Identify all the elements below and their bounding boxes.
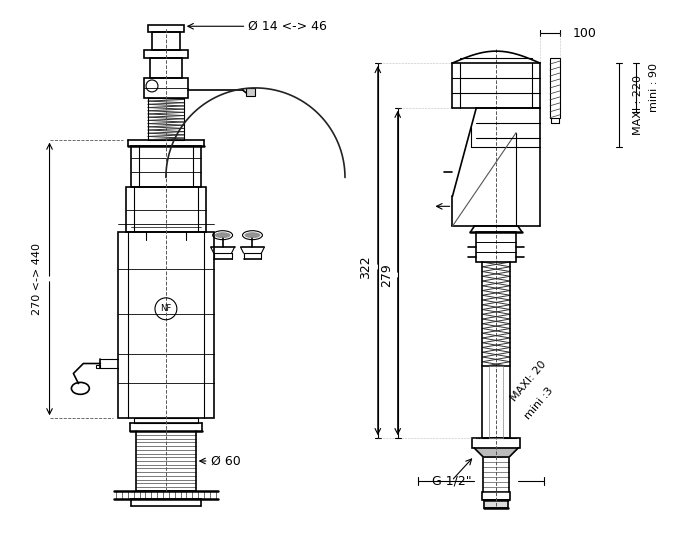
Ellipse shape [245, 232, 260, 238]
Text: NF: NF [160, 304, 171, 313]
Ellipse shape [214, 232, 231, 238]
Text: 100: 100 [573, 27, 597, 40]
Bar [482, 366, 510, 438]
Bar [131, 146, 201, 187]
Text: Ø 60: Ø 60 [211, 454, 240, 468]
Bar [245, 88, 256, 96]
Bar [476, 232, 516, 262]
Bar [119, 232, 214, 418]
Bar [144, 78, 188, 98]
Text: 279: 279 [380, 263, 393, 287]
Text: 322: 322 [360, 255, 373, 279]
Text: MAXI: 20: MAXI: 20 [509, 359, 549, 403]
Bar [150, 58, 182, 78]
Text: 270 <-> 440: 270 <-> 440 [32, 243, 42, 315]
Text: mini : 90: mini : 90 [649, 63, 660, 112]
Bar [482, 492, 510, 500]
Bar [144, 50, 188, 58]
Bar [473, 438, 520, 448]
Bar [148, 25, 184, 32]
Polygon shape [474, 448, 518, 457]
Text: Ø 14 <-> 46: Ø 14 <-> 46 [249, 20, 327, 33]
Bar [550, 58, 560, 118]
Bar [484, 500, 508, 508]
Bar [126, 187, 206, 232]
Text: MAXI : 220: MAXI : 220 [634, 75, 643, 135]
Bar [489, 366, 503, 438]
Bar [152, 32, 180, 50]
Bar [97, 365, 100, 368]
Text: G 1/2": G 1/2" [432, 474, 471, 488]
Text: mini :3: mini :3 [523, 386, 556, 421]
